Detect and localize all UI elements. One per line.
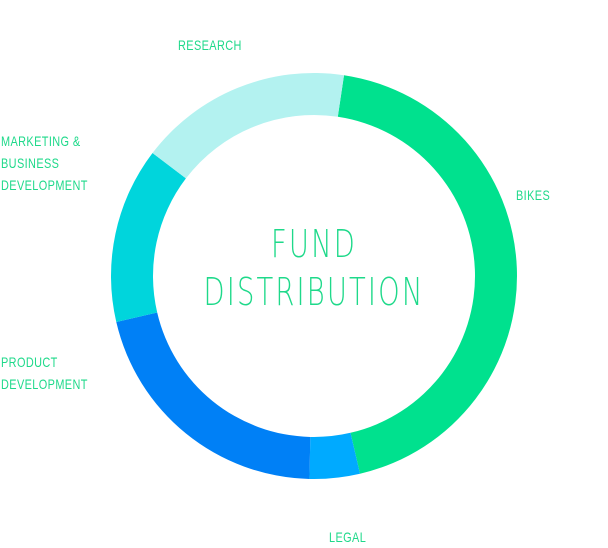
slice-label-product-development: PRODUCT DEVELOPMENT: [1, 351, 88, 395]
slice-label-marketing: MARKETING & BUSINESS DEVELOPMENT: [1, 130, 88, 196]
slice-label-research: RESEARCH: [178, 34, 242, 56]
slice-label-marketing-line-3: DEVELOPMENT: [1, 177, 88, 193]
donut-slice-3: [111, 152, 186, 323]
slice-label-bikes: BIKES: [516, 184, 550, 206]
slice-label-product-development-line-2: DEVELOPMENT: [1, 376, 88, 392]
donut-slice-1: [309, 432, 361, 479]
donut-slice-2: [116, 312, 311, 479]
donut-slice-4: [152, 73, 345, 179]
slice-label-research-line-1: RESEARCH: [178, 37, 242, 53]
donut-slice-0: [337, 75, 517, 474]
slice-label-marketing-line-2: BUSINESS: [1, 155, 60, 171]
slice-label-legal: LEGAL: [329, 526, 366, 548]
slice-label-product-development-line-1: PRODUCT: [1, 354, 58, 370]
chart-title: FUND DISTRIBUTION: [161, 220, 468, 316]
slice-label-bikes-line-1: BIKES: [516, 187, 551, 203]
slice-label-legal-line-1: LEGAL: [329, 529, 367, 545]
chart-title-line-2: DISTRIBUTION: [203, 270, 425, 314]
chart-title-line-1: FUND: [271, 222, 357, 266]
slice-label-marketing-line-1: MARKETING &: [1, 133, 81, 149]
